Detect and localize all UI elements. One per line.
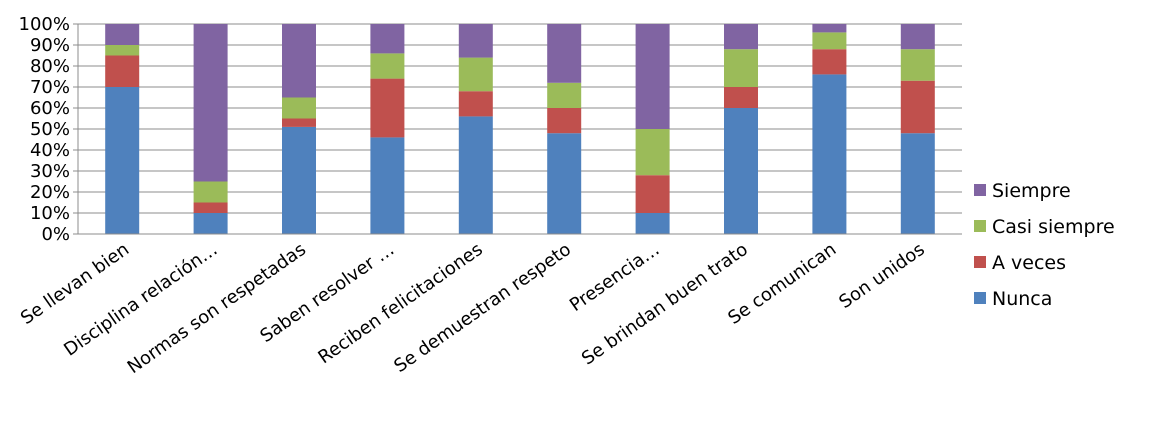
y-axis-tick-labels: 0%10%20%30%40%50%60%70%80%90%100% — [19, 14, 70, 245]
bar-segment-nunca — [282, 126, 316, 234]
bar-segment-a-veces — [724, 87, 758, 108]
legend: Siempre Casi siempre A veces Nunca — [974, 180, 1115, 310]
x-category-label: Se brindan buen trato — [578, 239, 752, 370]
bar-segment-a-veces — [370, 78, 405, 138]
bar-segment-nunca — [458, 116, 493, 234]
legend-label: Nunca — [992, 288, 1052, 310]
bar-segment-siempre — [724, 24, 758, 50]
bar-segment-nunca — [547, 133, 582, 234]
bars — [105, 24, 935, 235]
y-tick-label: 80% — [30, 56, 70, 77]
y-tick-label: 100% — [19, 14, 70, 35]
bar-segment-casi-siempre — [105, 45, 140, 56]
bar-segment-nunca — [635, 213, 670, 234]
bar-segment-siempre — [458, 24, 493, 58]
bar-segment-a-veces — [635, 175, 670, 213]
bar-segment-a-veces — [282, 118, 316, 127]
y-tick-label: 70% — [30, 77, 70, 98]
bar-segment-casi-siempre — [193, 181, 228, 203]
bar-segment-casi-siempre — [900, 49, 935, 81]
bar-segment-siempre — [105, 24, 140, 45]
bar-segment-siempre — [547, 24, 582, 83]
bar-segment-casi-siempre — [812, 32, 847, 50]
legend-swatch — [974, 184, 986, 196]
bar-segment-nunca — [370, 137, 405, 234]
y-tick-label: 10% — [30, 203, 70, 224]
legend-label: Casi siempre — [992, 216, 1115, 238]
y-tick-label: 40% — [30, 140, 70, 161]
legend-swatch — [974, 292, 986, 304]
y-tick-label: 0% — [41, 224, 70, 245]
axes — [73, 24, 962, 235]
bar-segment-a-veces — [193, 202, 228, 213]
x-category-label: Se demuestran respeto — [390, 239, 575, 377]
bar-segment-nunca — [724, 108, 758, 234]
bar-segment-a-veces — [812, 49, 847, 75]
bar-segment-nunca — [193, 213, 228, 234]
bar-segment-siempre — [635, 24, 670, 129]
bar-segment-siempre — [193, 24, 228, 182]
bar-segment-nunca — [812, 74, 847, 235]
y-tick-label: 90% — [30, 35, 70, 56]
legend-swatch — [974, 220, 986, 232]
x-category-label: Son unidos — [835, 239, 928, 313]
legend-swatch — [974, 256, 986, 268]
y-tick-label: 50% — [30, 119, 70, 140]
bar-segment-a-veces — [458, 91, 493, 117]
legend-label: A veces — [992, 252, 1066, 274]
bar-segment-casi-siempre — [635, 129, 670, 176]
x-category-label: Reciben felicitaciones — [315, 239, 487, 368]
bar-segment-nunca — [105, 87, 140, 234]
bar-segment-casi-siempre — [547, 82, 582, 108]
legend-label: Siempre — [992, 180, 1071, 202]
bar-segment-casi-siempre — [370, 53, 405, 79]
bar-segment-siempre — [812, 24, 847, 33]
y-tick-label: 20% — [30, 182, 70, 203]
bar-segment-casi-siempre — [282, 97, 316, 119]
bar-segment-siempre — [282, 24, 316, 98]
bar-segment-casi-siempre — [724, 49, 758, 87]
bar-segment-casi-siempre — [458, 57, 493, 92]
y-tick-label: 60% — [30, 98, 70, 119]
x-category-label: Normas son respetadas — [124, 239, 310, 378]
x-category-label: Disciplina relación… — [60, 239, 221, 361]
bar-segment-a-veces — [105, 55, 140, 87]
y-tick-label: 30% — [30, 161, 70, 182]
bar-segment-siempre — [900, 24, 935, 50]
bar-segment-siempre — [370, 24, 405, 54]
bar-segment-a-veces — [900, 80, 935, 134]
bar-segment-a-veces — [547, 108, 582, 134]
bar-segment-nunca — [900, 133, 935, 234]
